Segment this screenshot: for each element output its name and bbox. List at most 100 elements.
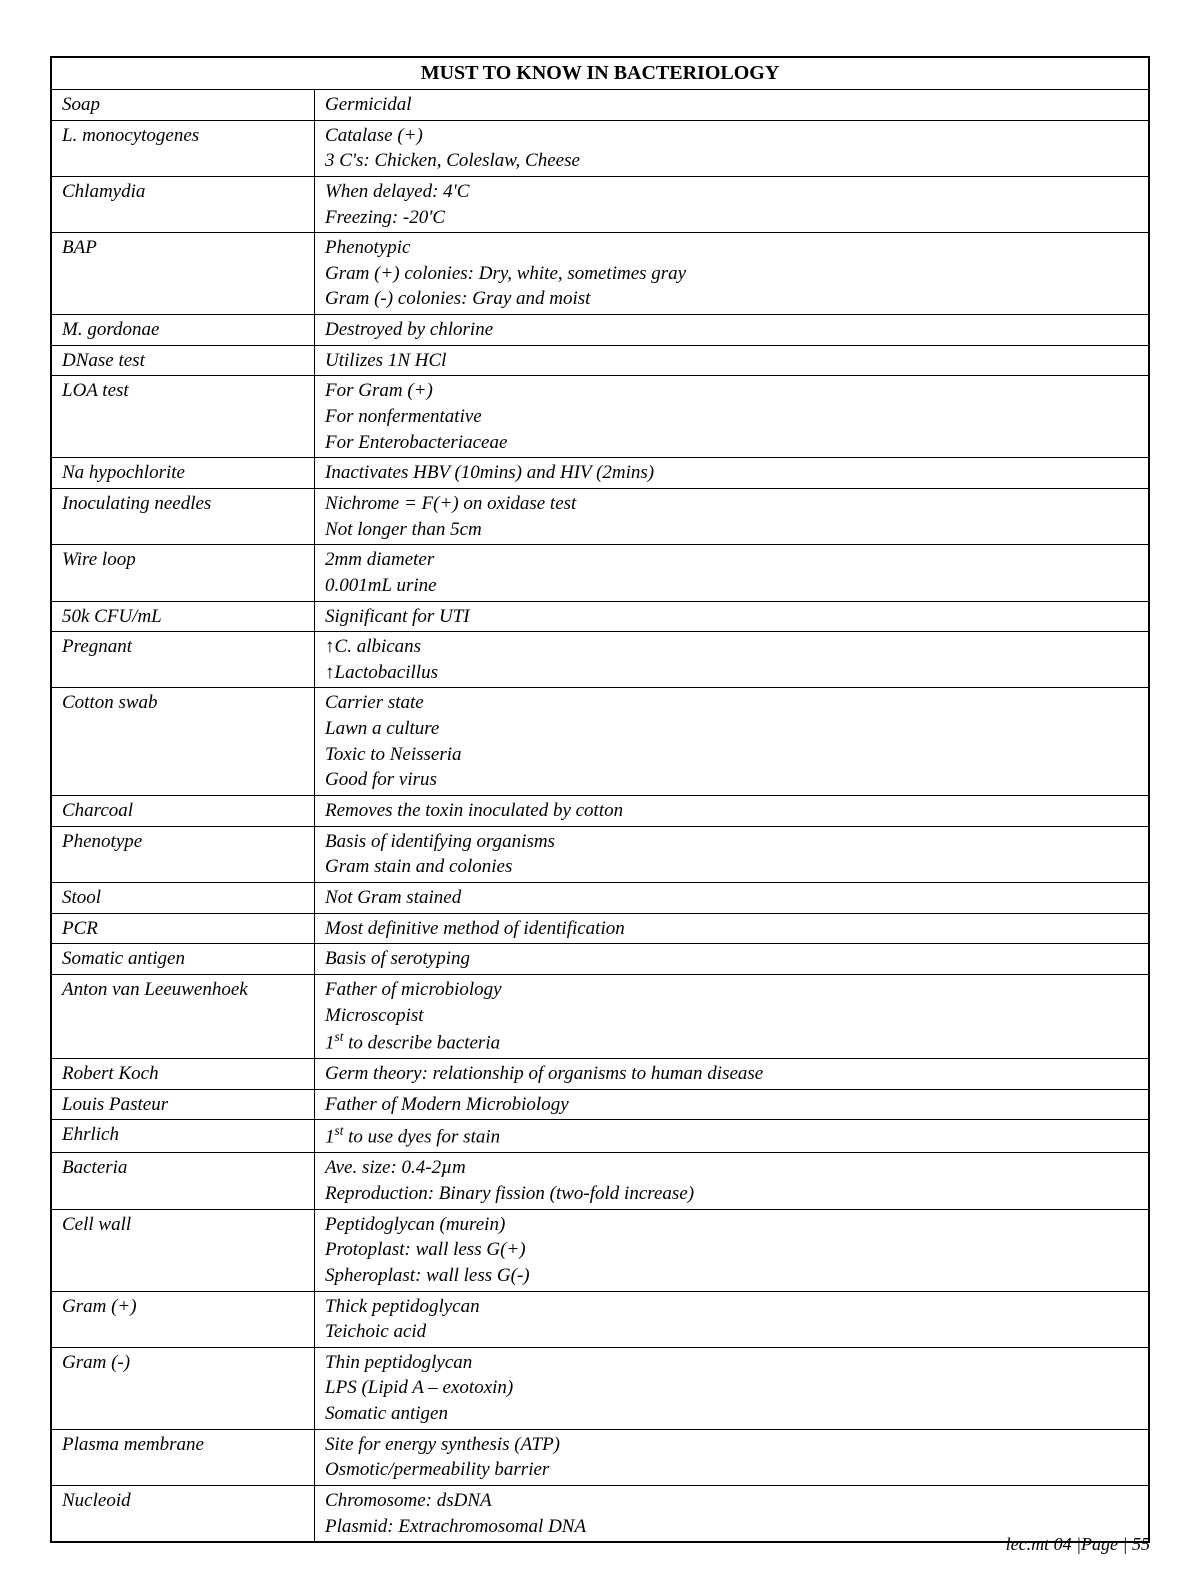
term-cell: DNase test xyxy=(51,345,315,376)
detail-line: Germicidal xyxy=(325,92,1138,118)
details-cell: Germ theory: relationship of organisms t… xyxy=(315,1059,1149,1090)
table-row: NucleoidChromosome: dsDNAPlasmid: Extrac… xyxy=(51,1486,1149,1543)
term-cell: Inoculating needles xyxy=(51,488,315,544)
footer-text: lec.mt 04 |Page | 55 xyxy=(1006,1534,1150,1555)
detail-line: LPS (Lipid A – exotoxin) xyxy=(325,1375,1138,1401)
term-cell: Louis Pasteur xyxy=(51,1089,315,1120)
details-cell: Nichrome = F(+) on oxidase testNot longe… xyxy=(315,488,1149,544)
table-row: Cotton swabCarrier stateLawn a cultureTo… xyxy=(51,688,1149,796)
detail-line: Father of Modern Microbiology xyxy=(325,1092,1138,1118)
details-cell: Inactivates HBV (10mins) and HIV (2mins) xyxy=(315,458,1149,489)
detail-line: Toxic to Neisseria xyxy=(325,742,1138,768)
table-row: Plasma membraneSite for energy synthesis… xyxy=(51,1429,1149,1485)
term-cell: Anton van Leeuwenhoek xyxy=(51,974,315,1058)
details-cell: Not Gram stained xyxy=(315,882,1149,913)
table-row: PCRMost definitive method of identificat… xyxy=(51,913,1149,944)
details-cell: Father of microbiologyMicroscopist1st to… xyxy=(315,974,1149,1058)
table-row: Gram (-)Thin peptidoglycanLPS (Lipid A –… xyxy=(51,1347,1149,1429)
detail-line: Freezing: -20'C xyxy=(325,205,1138,231)
table-row: L. monocytogenesCatalase (+)3 C's: Chick… xyxy=(51,120,1149,176)
term-cell: Phenotype xyxy=(51,826,315,882)
detail-line: Basis of serotyping xyxy=(325,946,1138,972)
detail-line: Chromosome: dsDNA xyxy=(325,1488,1138,1514)
details-cell: For Gram (+)For nonfermentativeFor Enter… xyxy=(315,376,1149,458)
detail-line: Most definitive method of identification xyxy=(325,916,1138,942)
term-cell: Gram (-) xyxy=(51,1347,315,1429)
detail-line: For Gram (+) xyxy=(325,378,1138,404)
details-cell: 1st to use dyes for stain xyxy=(315,1120,1149,1153)
detail-line: Destroyed by chlorine xyxy=(325,317,1138,343)
table-row: Gram (+)Thick peptidoglycanTeichoic acid xyxy=(51,1291,1149,1347)
detail-line: 2mm diameter xyxy=(325,547,1138,573)
details-cell: Peptidoglycan (murein)Protoplast: wall l… xyxy=(315,1209,1149,1291)
detail-line: Gram (-) colonies: Gray and moist xyxy=(325,286,1138,312)
details-cell: Thin peptidoglycanLPS (Lipid A – exotoxi… xyxy=(315,1347,1149,1429)
term-cell: Na hypochlorite xyxy=(51,458,315,489)
table-row: Cell wallPeptidoglycan (murein)Protoplas… xyxy=(51,1209,1149,1291)
table-row: StoolNot Gram stained xyxy=(51,882,1149,913)
detail-line: Osmotic/permeability barrier xyxy=(325,1457,1138,1483)
term-cell: Gram (+) xyxy=(51,1291,315,1347)
table-row: Pregnant↑C. albicans↑Lactobacillus xyxy=(51,632,1149,688)
detail-line: Inactivates HBV (10mins) and HIV (2mins) xyxy=(325,460,1138,486)
term-cell: Plasma membrane xyxy=(51,1429,315,1485)
details-cell: Significant for UTI xyxy=(315,601,1149,632)
details-cell: Thick peptidoglycanTeichoic acid xyxy=(315,1291,1149,1347)
detail-line: Utilizes 1N HCl xyxy=(325,348,1138,374)
detail-line: Significant for UTI xyxy=(325,604,1138,630)
details-cell: Ave. size: 0.4-2µmReproduction: Binary f… xyxy=(315,1153,1149,1209)
page: MUST TO KNOW IN BACTERIOLOGY Soap Germici… xyxy=(0,0,1200,1583)
details-cell: Destroyed by chlorine xyxy=(315,315,1149,346)
table-row: ChlamydiaWhen delayed: 4'CFreezing: -20'… xyxy=(51,176,1149,232)
detail-line: Not longer than 5cm xyxy=(325,517,1138,543)
details-cell: Germicidal xyxy=(315,90,1149,121)
detail-line: Thin peptidoglycan xyxy=(325,1350,1138,1376)
table-row: Soap Germicidal xyxy=(51,90,1149,121)
table-title: MUST TO KNOW IN BACTERIOLOGY xyxy=(51,57,1149,90)
detail-line: Not Gram stained xyxy=(325,885,1138,911)
detail-line: Father of microbiology xyxy=(325,977,1138,1003)
detail-line: Spheroplast: wall less G(-) xyxy=(325,1263,1138,1289)
details-cell: Basis of serotyping xyxy=(315,944,1149,975)
detail-line: Thick peptidoglycan xyxy=(325,1294,1138,1320)
table-row: BAPPhenotypicGram (+) colonies: Dry, whi… xyxy=(51,233,1149,315)
table-row: BacteriaAve. size: 0.4-2µmReproduction: … xyxy=(51,1153,1149,1209)
detail-line: Germ theory: relationship of organisms t… xyxy=(325,1061,1138,1087)
details-cell: Utilizes 1N HCl xyxy=(315,345,1149,376)
table-row: Na hypochlorite Inactivates HBV (10mins) … xyxy=(51,458,1149,489)
table-row: Louis Pasteur Father of Modern Microbiolo… xyxy=(51,1089,1149,1120)
detail-line: 1st to use dyes for stain xyxy=(325,1122,1138,1150)
table-row: Inoculating needlesNichrome = F(+) on ox… xyxy=(51,488,1149,544)
term-cell: Soap xyxy=(51,90,315,121)
detail-line: Gram stain and colonies xyxy=(325,854,1138,880)
detail-line: Peptidoglycan (murein) xyxy=(325,1212,1138,1238)
term-cell: Bacteria xyxy=(51,1153,315,1209)
term-cell: LOA test xyxy=(51,376,315,458)
detail-line: 1st to describe bacteria xyxy=(325,1028,1138,1056)
table-row: Anton van LeeuwenhoekFather of microbiol… xyxy=(51,974,1149,1058)
bacteriology-table: MUST TO KNOW IN BACTERIOLOGY Soap Germici… xyxy=(50,56,1150,1543)
detail-line: For Enterobacteriaceae xyxy=(325,430,1138,456)
term-cell: Charcoal xyxy=(51,796,315,827)
term-cell: Ehrlich xyxy=(51,1120,315,1153)
details-cell: Removes the toxin inoculated by cotton xyxy=(315,796,1149,827)
table-row: M. gordonaeDestroyed by chlorine xyxy=(51,315,1149,346)
detail-line: Catalase (+) xyxy=(325,123,1138,149)
term-cell: Cell wall xyxy=(51,1209,315,1291)
details-cell: PhenotypicGram (+) colonies: Dry, white,… xyxy=(315,233,1149,315)
table-row: DNase test Utilizes 1N HCl xyxy=(51,345,1149,376)
term-cell: Robert Koch xyxy=(51,1059,315,1090)
detail-line: Ave. size: 0.4-2µm xyxy=(325,1155,1138,1181)
table-row: Ehrlich 1st to use dyes for stain xyxy=(51,1120,1149,1153)
table-row: Wire loop2mm diameter0.001mL urine xyxy=(51,545,1149,601)
detail-line: ↑Lactobacillus xyxy=(325,660,1138,686)
detail-line: Removes the toxin inoculated by cotton xyxy=(325,798,1138,824)
table-row: LOA testFor Gram (+)For nonfermentativeF… xyxy=(51,376,1149,458)
details-cell: When delayed: 4'CFreezing: -20'C xyxy=(315,176,1149,232)
details-cell: Basis of identifying organismsGram stain… xyxy=(315,826,1149,882)
detail-line: Reproduction: Binary fission (two-fold i… xyxy=(325,1181,1138,1207)
detail-line: Phenotypic xyxy=(325,235,1138,261)
term-cell: Cotton swab xyxy=(51,688,315,796)
detail-line: Teichoic acid xyxy=(325,1319,1138,1345)
details-cell: Catalase (+)3 C's: Chicken, Coleslaw, Ch… xyxy=(315,120,1149,176)
